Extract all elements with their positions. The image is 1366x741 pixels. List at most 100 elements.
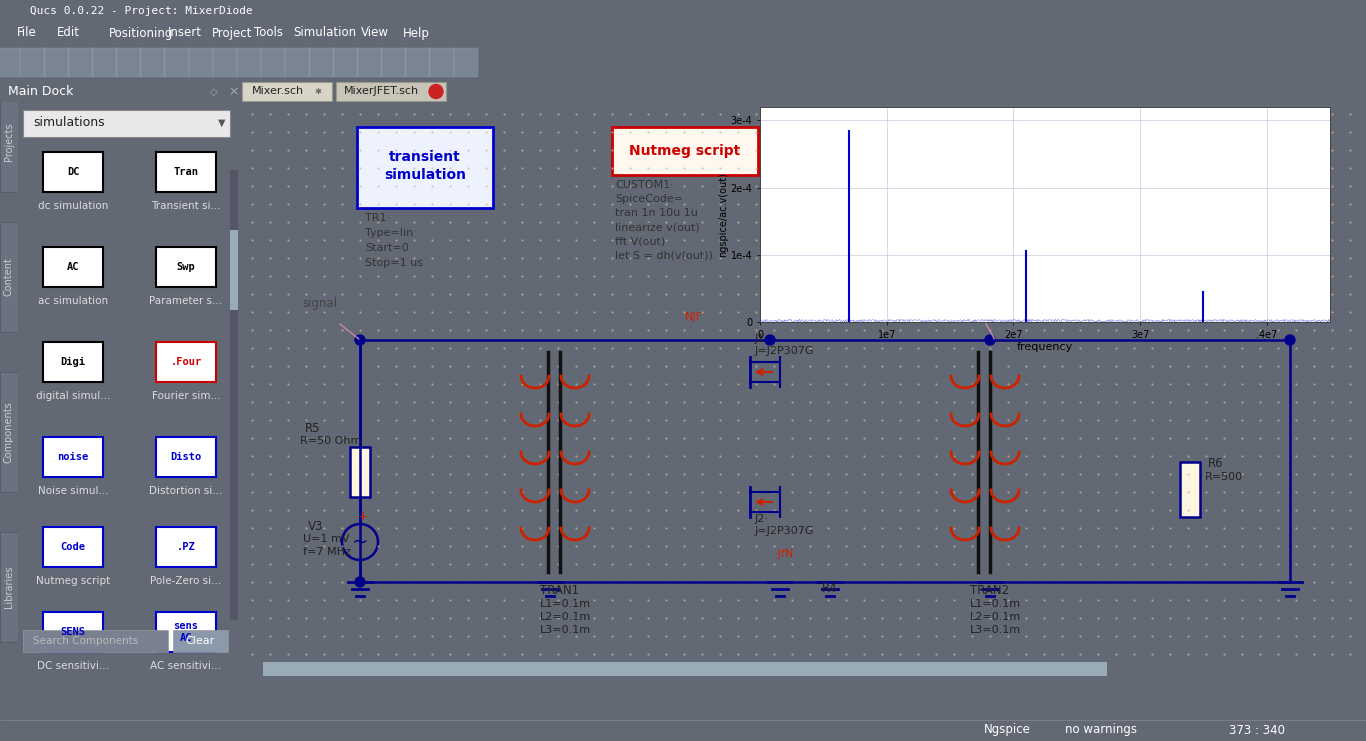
Text: L1=0.1m: L1=0.1m (540, 599, 591, 609)
FancyBboxPatch shape (213, 47, 238, 77)
Text: Main Dock: Main Dock (8, 85, 74, 98)
FancyBboxPatch shape (164, 47, 189, 77)
FancyBboxPatch shape (156, 612, 216, 652)
Text: Components: Components (4, 401, 14, 463)
Text: Noise simul...: Noise simul... (38, 486, 108, 496)
Text: Fourier sim...: Fourier sim... (152, 391, 220, 401)
Text: noise: noise (57, 452, 89, 462)
Text: J=J2P307G: J=J2P307G (755, 346, 814, 356)
Text: Libraries: Libraries (4, 566, 14, 608)
Text: Content: Content (4, 258, 14, 296)
FancyBboxPatch shape (612, 127, 758, 175)
Text: CUSTOM1·: CUSTOM1· (615, 180, 673, 190)
Text: Clear: Clear (186, 636, 214, 646)
FancyBboxPatch shape (406, 47, 430, 77)
Text: Search Components: Search Components (33, 636, 138, 646)
FancyBboxPatch shape (44, 47, 68, 77)
Bar (350, 447, 370, 497)
FancyBboxPatch shape (189, 47, 213, 77)
Text: digital simul...: digital simul... (36, 391, 111, 401)
Text: signal: signal (302, 297, 337, 310)
Text: Positioning: Positioning (109, 27, 173, 39)
Text: R=500: R=500 (1205, 472, 1243, 482)
Text: +: + (358, 510, 369, 523)
FancyBboxPatch shape (236, 47, 261, 77)
Text: L3=0.1m: L3=0.1m (540, 625, 591, 635)
Text: J1·: J1· (755, 334, 769, 344)
Text: simulations: simulations (33, 116, 105, 130)
Text: ac simulation: ac simulation (38, 296, 108, 306)
Text: TRAN1: TRAN1 (540, 584, 579, 597)
FancyBboxPatch shape (262, 662, 1106, 677)
Text: SENS: SENS (60, 627, 86, 637)
FancyBboxPatch shape (23, 630, 168, 652)
Text: Tools: Tools (254, 27, 283, 39)
FancyBboxPatch shape (0, 222, 18, 332)
Text: J=J2P307G: J=J2P307G (755, 526, 814, 536)
FancyBboxPatch shape (156, 342, 216, 382)
FancyBboxPatch shape (42, 247, 102, 287)
Text: .Four: .Four (171, 357, 202, 367)
Text: Pole-Zero si...: Pole-Zero si... (150, 576, 221, 586)
FancyBboxPatch shape (229, 230, 238, 310)
FancyBboxPatch shape (309, 47, 333, 77)
Circle shape (1285, 335, 1295, 345)
FancyBboxPatch shape (454, 47, 478, 77)
FancyBboxPatch shape (156, 527, 216, 567)
Text: ◇: ◇ (210, 87, 217, 96)
Circle shape (355, 577, 365, 587)
Circle shape (985, 335, 994, 345)
Text: Code: Code (60, 542, 86, 552)
Text: Insert: Insert (168, 27, 202, 39)
Text: let S = db(v(out)): let S = db(v(out)) (615, 250, 713, 260)
Text: R5: R5 (305, 422, 321, 435)
Text: R6: R6 (1208, 457, 1224, 470)
Text: fft V(out): fft V(out) (615, 236, 665, 246)
FancyBboxPatch shape (0, 532, 18, 642)
Text: Nutmeg script: Nutmeg script (36, 576, 111, 586)
Circle shape (355, 335, 365, 345)
Text: View: View (361, 27, 388, 39)
FancyBboxPatch shape (336, 82, 447, 101)
Text: Projects: Projects (4, 123, 14, 162)
FancyBboxPatch shape (429, 47, 454, 77)
FancyBboxPatch shape (42, 342, 102, 382)
FancyBboxPatch shape (357, 127, 493, 208)
Text: Tran: Tran (173, 167, 198, 177)
Text: tran 1n 10u 1u: tran 1n 10u 1u (615, 208, 698, 218)
Text: SpiceCode=: SpiceCode= (615, 194, 683, 204)
FancyBboxPatch shape (68, 47, 93, 77)
Text: Qucs 0.0.22 - Project: MixerDiode: Qucs 0.0.22 - Project: MixerDiode (30, 6, 253, 16)
FancyBboxPatch shape (156, 247, 216, 287)
Text: U=1 mV: U=1 mV (303, 534, 350, 544)
Text: Simulation: Simulation (294, 27, 357, 39)
FancyBboxPatch shape (42, 437, 102, 477)
Text: AC sensitivi...: AC sensitivi... (150, 661, 221, 671)
Text: L2=0.1m: L2=0.1m (970, 612, 1022, 622)
Text: ×: × (228, 85, 239, 98)
Text: Parameter s...: Parameter s... (149, 296, 223, 306)
FancyBboxPatch shape (141, 47, 165, 77)
Text: ~: ~ (352, 533, 369, 551)
Text: .PZ: .PZ (176, 542, 195, 552)
Text: V3: V3 (307, 520, 324, 533)
Text: ▼: ▼ (219, 118, 225, 128)
Text: L1=0.1m: L1=0.1m (970, 599, 1022, 609)
Text: Project: Project (212, 27, 253, 39)
Text: MixerJFET.sch: MixerJFET.sch (344, 87, 419, 96)
Text: ✱: ✱ (314, 87, 321, 96)
FancyBboxPatch shape (0, 372, 18, 492)
Text: Help: Help (403, 27, 430, 39)
Text: Nutmeg script: Nutmeg script (630, 144, 740, 158)
FancyBboxPatch shape (0, 92, 18, 192)
Text: NJF: NJF (684, 312, 703, 322)
FancyBboxPatch shape (116, 47, 141, 77)
FancyBboxPatch shape (93, 47, 117, 77)
Text: no warnings: no warnings (1065, 723, 1138, 737)
FancyBboxPatch shape (156, 152, 216, 192)
Text: Disto: Disto (171, 452, 202, 462)
Text: simulation: simulation (384, 168, 466, 182)
Text: Start=0: Start=0 (365, 243, 408, 253)
Text: DC sensitivi...: DC sensitivi... (37, 661, 109, 671)
Text: Distortion si...: Distortion si... (149, 486, 223, 496)
